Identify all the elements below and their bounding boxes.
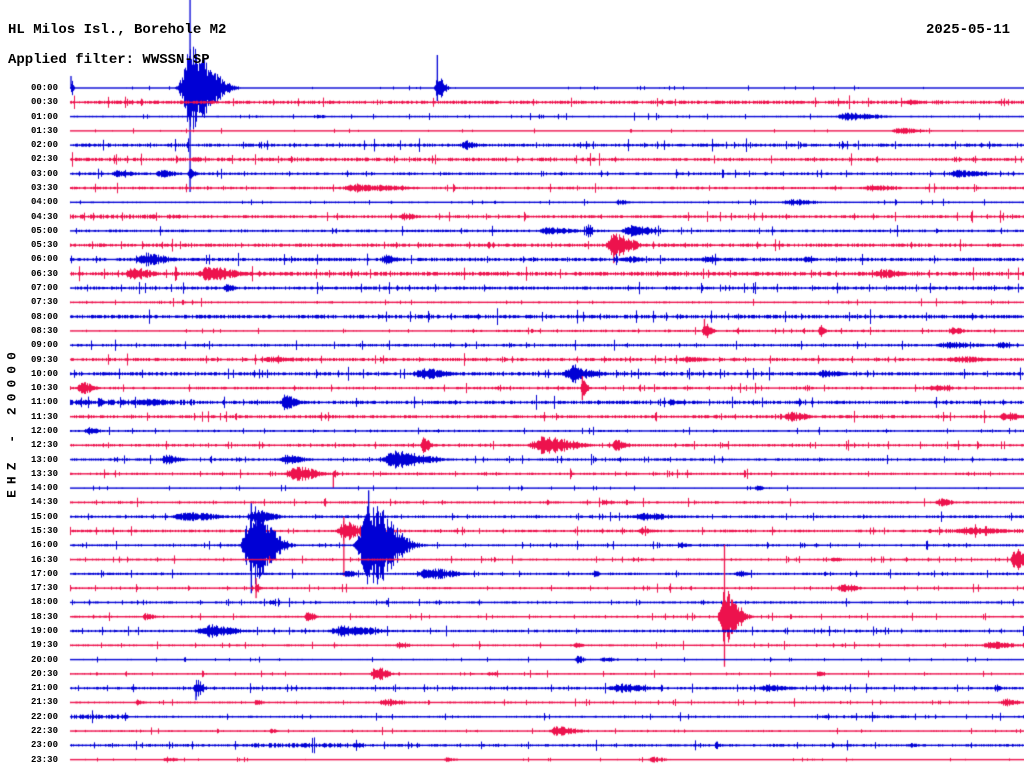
time-label-1230: 12:30 — [30, 440, 58, 451]
date-label: 2025-05-11 — [925, 22, 1010, 38]
time-label-0430: 04:30 — [30, 211, 58, 222]
time-label-0230: 02:30 — [30, 154, 58, 165]
time-label-1030: 10:30 — [30, 383, 58, 394]
time-label-0930: 09:30 — [30, 354, 58, 365]
time-label-1530: 15:30 — [30, 525, 58, 536]
time-label-2100: 21:00 — [30, 683, 58, 694]
time-label-1200: 12:00 — [30, 425, 58, 436]
time-label-1100: 11:00 — [30, 397, 58, 408]
time-label-1500: 15:00 — [30, 511, 58, 522]
time-label-0700: 07:00 — [30, 283, 58, 294]
time-label-1700: 17:00 — [30, 568, 58, 579]
time-label-1330: 13:30 — [30, 468, 58, 479]
time-label-0400: 04:00 — [30, 197, 58, 208]
time-label-2330: 23:30 — [30, 754, 58, 765]
time-label-0830: 08:30 — [30, 325, 58, 336]
station-title: HL Milos Isl., Borehole M2 — [8, 22, 227, 38]
time-label-1630: 16:30 — [30, 554, 58, 565]
time-label-1800: 18:00 — [30, 597, 58, 608]
time-label-1130: 11:30 — [30, 411, 58, 422]
time-label-1600: 16:00 — [30, 540, 58, 551]
time-label-0530: 05:30 — [30, 240, 58, 251]
applied-filter-label: Applied filter: WWSSN-SP — [8, 52, 210, 68]
time-label-0200: 02:00 — [30, 140, 58, 151]
time-label-0300: 03:00 — [30, 168, 58, 179]
time-label-1400: 14:00 — [30, 483, 58, 494]
time-label-0900: 09:00 — [30, 340, 58, 351]
time-label-0130: 01:30 — [30, 125, 58, 136]
time-label-1930: 19:30 — [30, 640, 58, 651]
time-label-0100: 01:00 — [30, 111, 58, 122]
time-label-0630: 06:30 — [30, 268, 58, 279]
time-label-1900: 19:00 — [30, 626, 58, 637]
time-label-2200: 22:00 — [30, 711, 58, 722]
time-label-0500: 05:00 — [30, 225, 58, 236]
time-label-0000: 00:00 — [30, 83, 58, 93]
time-label-0030: 00:30 — [30, 97, 58, 108]
time-label-0600: 06:00 — [30, 254, 58, 265]
time-axis-labels: 00:00 00:30 01:00 01:30 02:00 02:30 03:00 03:30… — [0, 0, 60, 780]
time-label-0330: 03:30 — [30, 183, 58, 194]
time-label-2030: 20:30 — [30, 668, 58, 679]
time-label-1730: 17:30 — [30, 583, 58, 594]
time-label-0730: 07:30 — [30, 297, 58, 308]
time-label-0800: 08:00 — [30, 311, 58, 322]
time-label-2000: 20:00 — [30, 654, 58, 665]
time-label-1830: 18:30 — [30, 611, 58, 622]
time-label-2130: 21:30 — [30, 697, 58, 708]
time-label-1000: 10:00 — [30, 368, 58, 379]
time-label-1300: 13:00 — [30, 454, 58, 465]
time-label-1430: 14:30 — [30, 497, 58, 508]
time-label-2230: 22:30 — [30, 726, 58, 737]
time-label-2300: 23:00 — [30, 740, 58, 751]
